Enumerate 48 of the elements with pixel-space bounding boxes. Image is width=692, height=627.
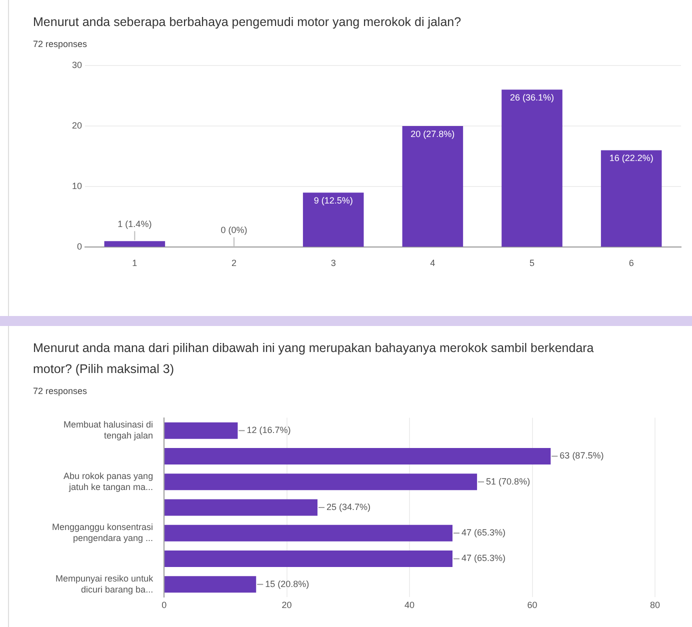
y-tick-label: Abu rokok panas yang jatuh ke tangan ma... [64,470,154,492]
y-tick-label: Mengganggu konsentrasi pengendara yang ... [52,522,154,544]
y-tick-label: 0 [76,242,82,252]
bar [164,448,551,464]
data-label: 1 (1.4%) [118,219,152,230]
chart-title: Menurut anda mana dari pilihan dibawah ini yang merupakan bahayanya merokok sambil berkendara motor? (Pilih maksimal 3) [33,340,595,378]
bar [402,126,464,247]
y-tick-label: 30 [72,60,82,70]
data-label: 63 (87.5%) [560,450,604,461]
data-label: 51 (70.8%) [486,476,530,486]
bar [164,474,478,490]
y-tick-label: 10 [72,181,82,192]
data-label: 9 (12.5%) [314,196,353,206]
x-tick-label: 0 [162,600,167,610]
bar [104,241,166,247]
data-label: 15 (20.8%) [265,578,310,589]
x-tick-label: 80 [650,600,660,610]
y-tick-label: Membuat halusinasi di tengah jalan [64,420,154,440]
data-label: 0 (0%) [220,225,248,236]
chart-title: Menurut anda seberapa berbahaya pengemudi motor yang merokok di jalan? [33,14,462,31]
bar [164,550,452,567]
data-label: 26 (36.1%) [510,92,554,103]
x-tick-label: 60 [527,600,538,610]
x-tick-label: 40 [404,600,415,610]
bar [164,524,452,542]
data-label: 47 (65.3%) [461,528,506,538]
bar [302,192,364,247]
text: 72 responses [33,386,88,396]
x-tick-label: 5 [529,258,535,268]
data-label: 25 (34.7%) [326,502,371,512]
data-label: 12 (16.7%) [246,425,291,436]
data-label: 47 (65.3%) [461,553,506,564]
x-tick-label: 6 [628,258,634,268]
data-label: 16 (22.2%) [609,153,654,164]
x-tick-label: 4 [430,258,436,268]
data-label: 20 (27.8%) [410,128,455,139]
x-tick-label: 2 [232,258,237,268]
x-tick-label: 20 [282,600,292,610]
bar [164,422,238,439]
y-tick-label: 20 [72,120,82,130]
x-tick-label: 3 [330,258,336,268]
bar [502,90,562,247]
bar [600,150,662,247]
bar [164,499,318,516]
bar [164,576,256,593]
x-tick-label: 1 [132,258,138,268]
y-tick-label: Mempunyai resiko untuk dicuri barang ba... [56,573,154,594]
chart-subtitle: 72 responses [33,39,88,49]
